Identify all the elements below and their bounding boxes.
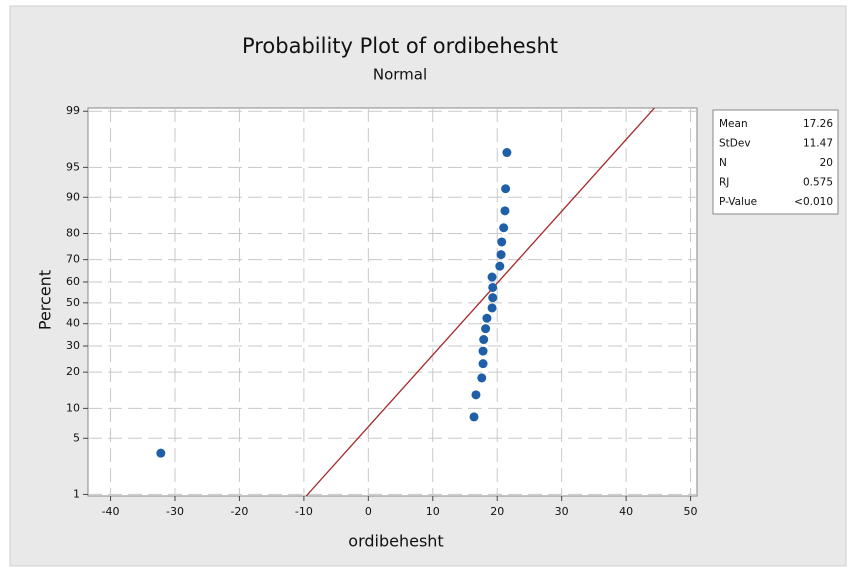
point: [496, 250, 506, 260]
chart-subtitle: Normal: [373, 66, 427, 84]
stats-box: [712, 109, 839, 215]
stat-label: P-Value: [719, 196, 757, 208]
y-tick-label: 1: [73, 487, 80, 500]
x-tick-label: 0: [365, 505, 372, 518]
stat-value: 11.47: [803, 138, 833, 150]
point: [495, 261, 505, 271]
point: [469, 412, 479, 422]
y-tick-label: 90: [66, 190, 80, 203]
x-axis-label: ordibehesht: [348, 532, 443, 551]
point: [479, 335, 489, 345]
point: [471, 390, 481, 400]
y-axis-label: Percent: [36, 270, 55, 330]
y-tick-label: 50: [66, 296, 80, 309]
stat-value: 0.575: [803, 177, 833, 189]
point: [502, 148, 512, 158]
y-tick-label: 20: [66, 365, 80, 378]
point: [488, 293, 498, 303]
x-tick-label: 10: [426, 505, 440, 518]
point: [497, 237, 507, 247]
stat-value: <0.010: [794, 196, 833, 208]
point: [478, 359, 488, 369]
point: [501, 184, 511, 194]
x-tick-label: -40: [102, 505, 120, 518]
point: [477, 373, 487, 383]
x-tick-label: -10: [295, 505, 313, 518]
y-tick-label: 70: [66, 253, 80, 266]
y-tick-label: 60: [66, 275, 80, 288]
point: [500, 206, 510, 216]
point: [487, 272, 497, 282]
point: [488, 282, 498, 292]
y-tick-label: 99: [66, 104, 80, 117]
fit-line: [305, 108, 655, 496]
point: [481, 324, 491, 334]
chart-title: Probability Plot of ordibehesht: [242, 34, 558, 58]
x-tick-label: 40: [619, 505, 633, 518]
plot-area: [87, 107, 698, 497]
stat-label: N: [719, 157, 727, 169]
y-tick-label: 80: [66, 227, 80, 240]
point: [478, 346, 488, 356]
stat-label: RJ: [719, 177, 729, 189]
y-tick-label: 95: [66, 160, 80, 173]
stat-label: StDev: [719, 138, 751, 150]
y-tick-label: 10: [66, 401, 80, 414]
point: [156, 448, 166, 458]
y-tick-label: 40: [66, 317, 80, 330]
x-tick-label: 50: [684, 505, 698, 518]
stat-value: 20: [820, 157, 833, 169]
y-tick-label: 30: [66, 339, 80, 352]
stat-value: 17.26: [803, 118, 833, 130]
x-tick-label: -20: [230, 505, 248, 518]
x-tick-label: 20: [490, 505, 504, 518]
point: [499, 223, 509, 233]
y-tick-label: 5: [73, 431, 80, 444]
point: [482, 313, 492, 323]
point: [487, 303, 497, 313]
stat-label: Mean: [719, 118, 748, 130]
x-tick-label: 30: [555, 505, 569, 518]
x-tick-label: -30: [166, 505, 184, 518]
